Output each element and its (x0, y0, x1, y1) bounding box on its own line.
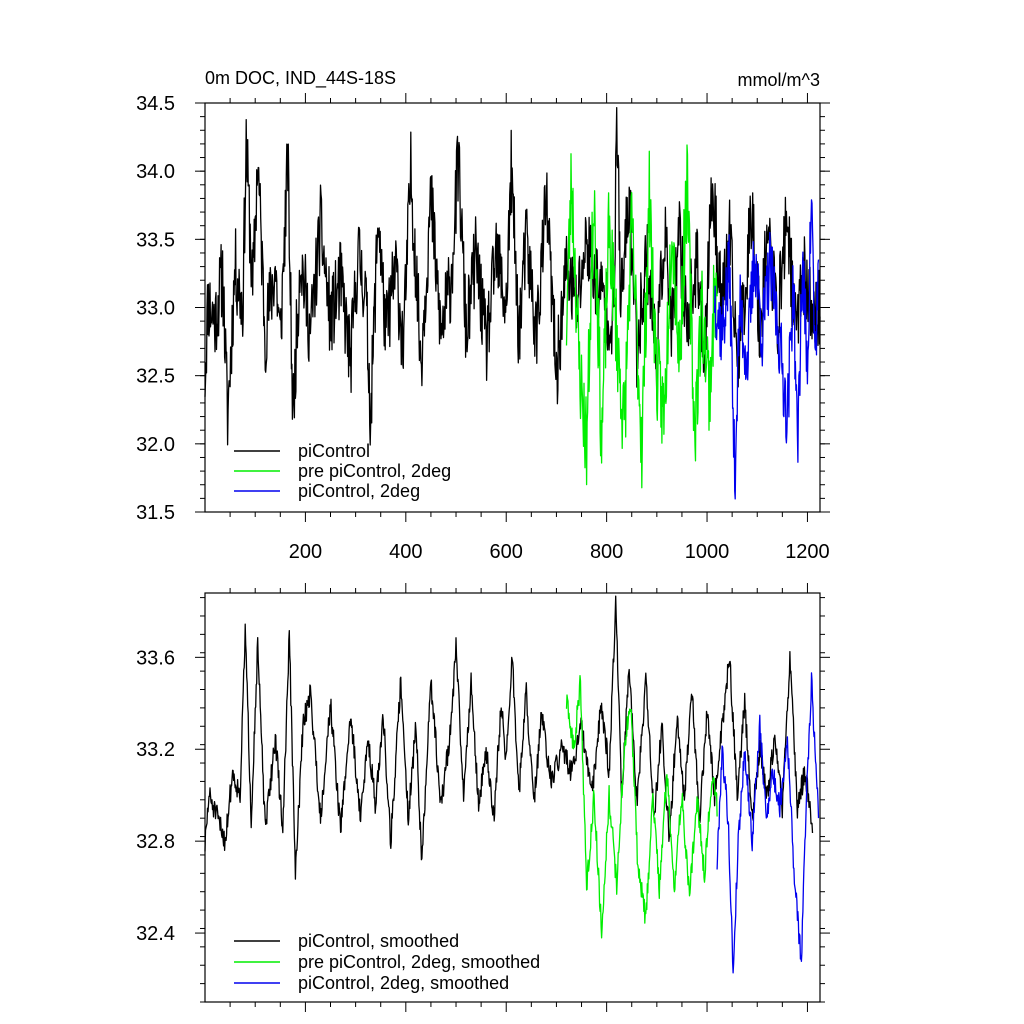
x-tick-label: 1200 (785, 541, 830, 563)
y-tick-label: 32.4 (136, 923, 175, 945)
series-line-2 (565, 144, 718, 489)
top-panel: 0m DOC, IND_44S-18S mmol/m^3 200 400 600 80… (136, 68, 830, 563)
y-tick-label: 32.5 (136, 366, 175, 388)
legend-label: piControl, smoothed (298, 931, 459, 951)
series-line-1 (204, 595, 814, 880)
y-tick-label: 31.5 (136, 502, 175, 524)
legend-label: piControl, 2deg, smoothed (298, 973, 509, 993)
series-line-1 (204, 106, 821, 446)
top-title: 0m DOC, IND_44S-18S (205, 68, 396, 89)
y-tick-label: 33.2 (136, 739, 175, 761)
bottom-panel: 32.4 32.8 33.2 33.6 piControl, smoothedpre … (136, 583, 830, 1012)
plot-frame (204, 592, 821, 1003)
y-tick-label: 33.0 (136, 298, 175, 320)
top-units: mmol/m^3 (738, 70, 820, 90)
x-tick-label: 600 (490, 541, 523, 563)
legend-label: pre piControl, 2deg, smoothed (298, 952, 540, 972)
x-tick-label: 400 (389, 541, 422, 563)
top-axes: 200 400 600 800 1000 1200 31.5 32.0 32.5 33.0 33.5… (136, 93, 830, 563)
top-series-group (204, 106, 821, 500)
series-line-2 (565, 674, 718, 939)
y-tick-label: 34.0 (136, 161, 175, 183)
x-tick-label: 800 (590, 541, 623, 563)
series-line-3 (716, 672, 820, 974)
legend-label: pre piControl, 2deg (298, 461, 451, 481)
y-tick-label: 32.0 (136, 434, 175, 456)
series-line-3 (713, 199, 820, 500)
bottom-series-group (204, 595, 820, 974)
legend-label: piControl, 2deg (298, 481, 420, 501)
y-tick-label: 33.5 (136, 229, 175, 251)
legend-label: piControl (298, 441, 370, 461)
x-tick-label: 1000 (685, 541, 730, 563)
y-tick-label: 34.5 (136, 93, 175, 115)
bottom-axes: 32.4 32.8 33.2 33.6 (136, 583, 830, 1012)
y-tick-label: 32.8 (136, 831, 175, 853)
y-tick-label: 33.6 (136, 647, 175, 669)
x-tick-label: 200 (289, 541, 322, 563)
